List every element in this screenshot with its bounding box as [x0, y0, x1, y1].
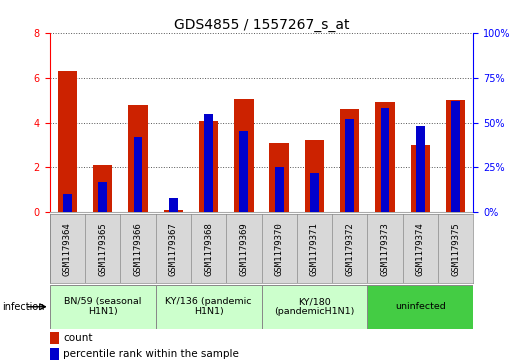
Bar [310, 173, 319, 212]
Bar [58, 71, 77, 212]
Bar [50, 333, 59, 344]
Bar [451, 101, 460, 212]
Bar [411, 145, 430, 212]
Bar [269, 143, 289, 212]
Bar [164, 210, 183, 212]
Bar [133, 137, 142, 212]
Text: GSM1179373: GSM1179373 [381, 222, 390, 276]
Text: percentile rank within the sample: percentile rank within the sample [63, 349, 239, 359]
Text: GSM1179364: GSM1179364 [63, 222, 72, 276]
Bar [50, 348, 59, 360]
Bar [275, 167, 283, 212]
Text: GSM1179367: GSM1179367 [169, 222, 178, 276]
Text: BN/59 (seasonal
H1N1): BN/59 (seasonal H1N1) [64, 297, 141, 317]
FancyBboxPatch shape [50, 285, 156, 329]
Bar [199, 121, 218, 212]
FancyBboxPatch shape [262, 285, 367, 329]
Bar [381, 108, 390, 212]
Bar [93, 165, 112, 212]
Bar [376, 102, 395, 212]
FancyBboxPatch shape [156, 285, 262, 329]
Bar [446, 100, 465, 212]
Bar [128, 105, 147, 212]
Text: uninfected: uninfected [395, 302, 446, 311]
Text: GSM1179369: GSM1179369 [240, 222, 248, 276]
FancyBboxPatch shape [367, 285, 473, 329]
Text: GSM1179370: GSM1179370 [275, 222, 283, 276]
Bar [63, 195, 72, 212]
Text: GSM1179366: GSM1179366 [133, 222, 142, 276]
Bar [204, 114, 213, 212]
Bar [305, 140, 324, 212]
Bar [240, 131, 248, 212]
Bar [416, 126, 425, 212]
Text: GSM1179375: GSM1179375 [451, 222, 460, 276]
Bar [234, 99, 254, 212]
Text: GSM1179368: GSM1179368 [204, 222, 213, 276]
Bar [169, 198, 178, 212]
Bar [98, 182, 107, 212]
Text: count: count [63, 333, 93, 343]
Text: KY/180
(pandemicH1N1): KY/180 (pandemicH1N1) [274, 297, 355, 317]
Text: infection: infection [3, 302, 45, 312]
Bar [340, 109, 359, 212]
Text: GSM1179374: GSM1179374 [416, 222, 425, 276]
Text: GSM1179372: GSM1179372 [345, 222, 354, 276]
Text: KY/136 (pandemic
H1N1): KY/136 (pandemic H1N1) [165, 297, 252, 317]
Title: GDS4855 / 1557267_s_at: GDS4855 / 1557267_s_at [174, 18, 349, 32]
Text: GSM1179371: GSM1179371 [310, 222, 319, 276]
Bar [345, 119, 354, 212]
Text: GSM1179365: GSM1179365 [98, 222, 107, 276]
